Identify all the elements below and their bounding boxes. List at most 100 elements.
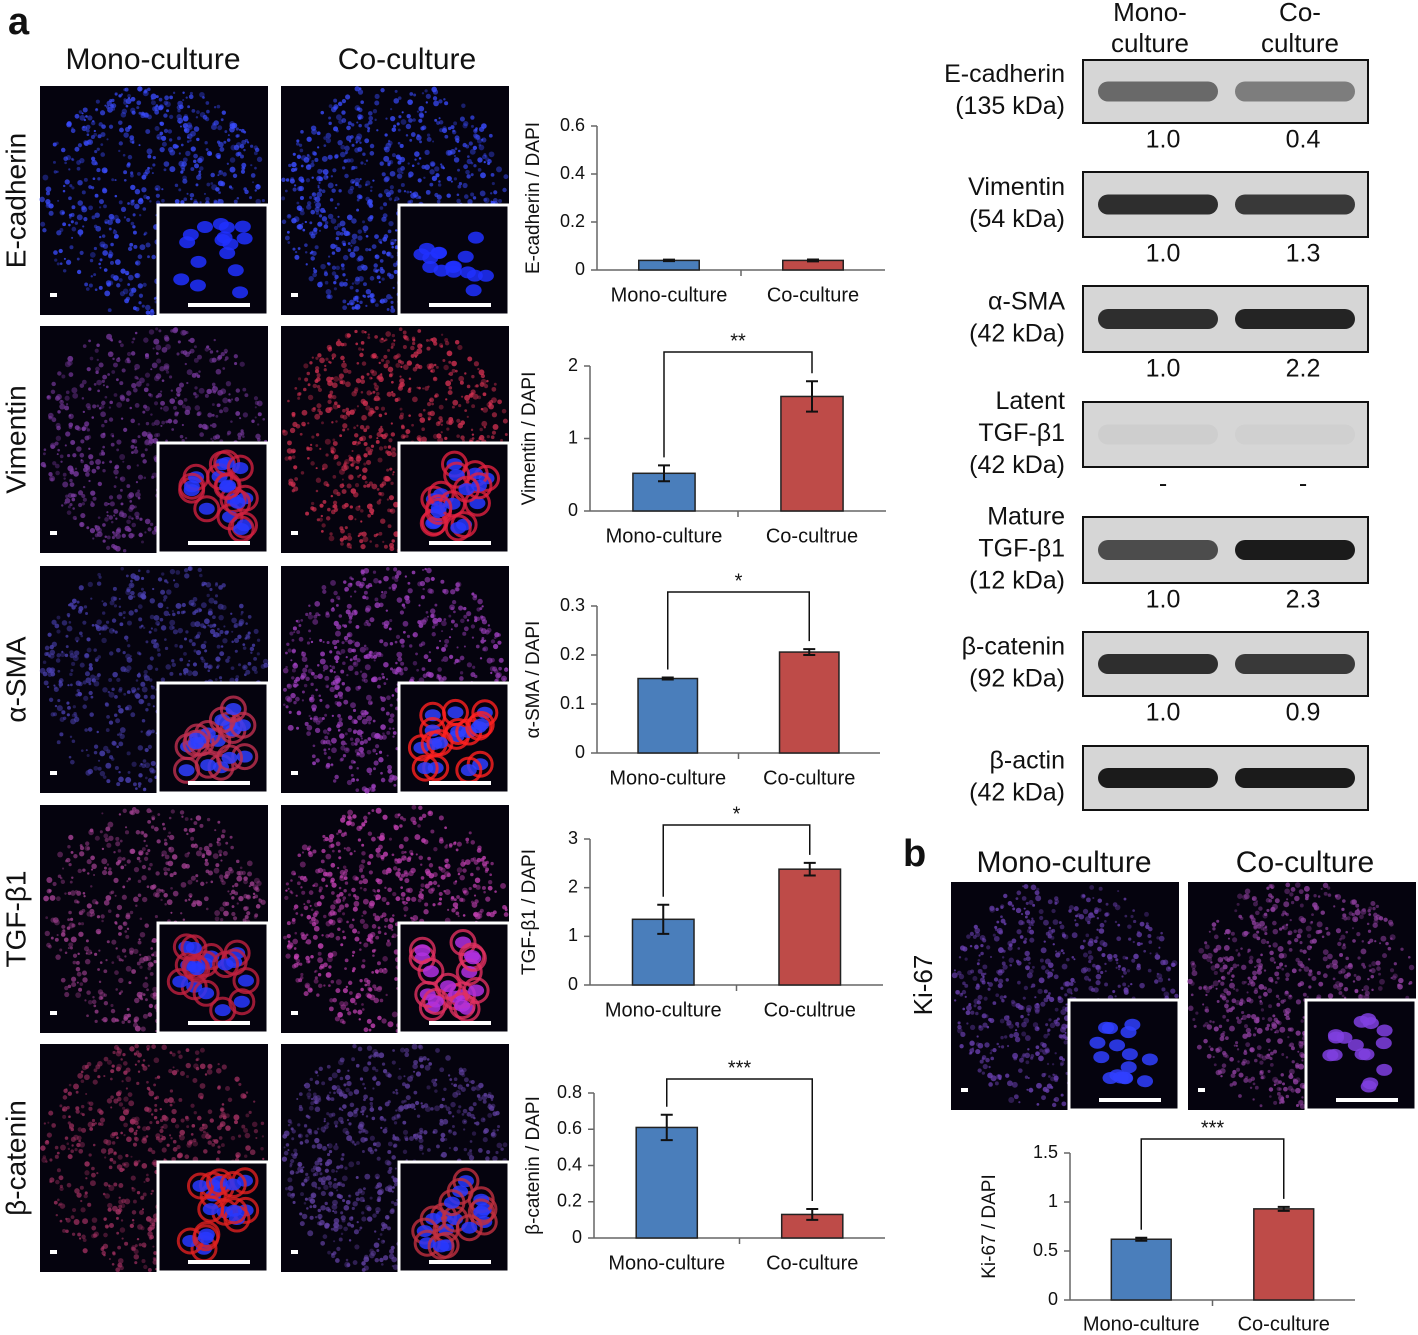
cell [315, 369, 319, 373]
cell [75, 890, 78, 893]
cell [141, 187, 146, 192]
cell [254, 396, 258, 400]
cell [288, 457, 292, 461]
cell [343, 700, 348, 705]
cell [63, 473, 67, 477]
cell [222, 638, 227, 643]
cell [110, 243, 114, 247]
cell [243, 666, 245, 668]
cell [387, 160, 391, 164]
cell [150, 810, 152, 812]
cell [190, 349, 195, 354]
cell [198, 173, 201, 176]
cell [347, 543, 352, 548]
cell [250, 652, 252, 654]
cell [300, 210, 305, 215]
cell [52, 642, 57, 647]
cell [79, 522, 84, 527]
cell [383, 576, 389, 582]
cell [113, 509, 118, 514]
cell [432, 632, 436, 636]
cell [172, 613, 176, 617]
cell [430, 608, 435, 613]
cell [68, 422, 73, 427]
cell [311, 502, 314, 505]
cell [350, 245, 352, 247]
cell [96, 168, 100, 172]
cell [143, 1014, 148, 1019]
cell [121, 502, 124, 505]
cell [212, 615, 216, 619]
cell [124, 179, 127, 182]
cell [143, 90, 149, 96]
cell [483, 153, 486, 156]
cell [192, 611, 196, 615]
cell [119, 128, 124, 133]
cell [327, 641, 330, 644]
cell [300, 130, 304, 134]
cell [359, 142, 361, 144]
cell [123, 98, 126, 101]
cell [161, 677, 165, 681]
cell [87, 133, 90, 136]
cell [380, 267, 383, 270]
cell [494, 669, 498, 673]
cell [369, 617, 374, 622]
cell [366, 160, 368, 162]
cell [361, 399, 366, 404]
cell [219, 676, 222, 679]
cell [55, 705, 57, 707]
cell [56, 658, 61, 663]
cell [316, 403, 321, 408]
cell [196, 116, 198, 118]
cell [68, 168, 70, 170]
cell [440, 163, 442, 165]
cell [224, 359, 226, 361]
cell [112, 107, 116, 111]
cell [107, 627, 109, 629]
cell [323, 641, 325, 643]
cell [366, 767, 372, 773]
cell [340, 356, 345, 361]
cell [123, 651, 126, 654]
cell [374, 598, 378, 602]
cell [118, 771, 120, 773]
cell [369, 481, 373, 485]
cell [185, 151, 190, 156]
cell [455, 340, 460, 345]
cell [312, 754, 316, 758]
cell [166, 589, 171, 594]
cell [343, 754, 346, 757]
cell [111, 521, 114, 524]
cell [397, 657, 402, 662]
cell [380, 772, 383, 775]
cell [335, 631, 341, 637]
cell [315, 202, 321, 208]
cell [134, 376, 137, 379]
cell [131, 383, 136, 388]
cell [243, 131, 246, 134]
cell [131, 341, 134, 344]
cell [364, 442, 368, 446]
cell [309, 361, 312, 364]
cell [103, 602, 107, 606]
cell [340, 670, 344, 674]
cell [328, 214, 334, 220]
cell [413, 367, 418, 372]
cell [196, 183, 199, 186]
cell [460, 619, 465, 624]
cell [217, 357, 221, 361]
cell [382, 735, 387, 740]
cell [357, 715, 362, 720]
cell [247, 860, 253, 866]
cell [399, 375, 401, 377]
cell [325, 358, 328, 361]
cell [360, 751, 363, 754]
cell [408, 588, 413, 593]
cell [471, 404, 475, 408]
cell [181, 350, 185, 354]
cell [141, 875, 146, 880]
cell [230, 157, 236, 163]
cell [359, 115, 364, 120]
cell [386, 469, 389, 472]
